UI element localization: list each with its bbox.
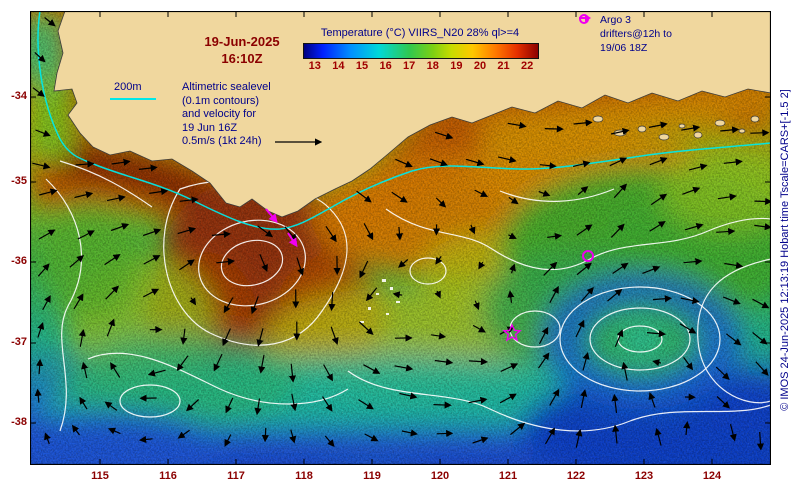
legend-line: 0.5m/s (1kt 24h)	[182, 135, 262, 147]
argo-legend-row: drifters@12h to	[578, 14, 728, 41]
depth-contour-label: 200m	[114, 81, 142, 93]
argo-count-label: Argo 3	[600, 14, 631, 26]
colorbar-tick-label: 20	[473, 60, 487, 72]
sst-map-canvas	[30, 11, 771, 465]
x-tick-label: 117	[227, 470, 245, 482]
drifter-track-arrow	[287, 232, 298, 248]
x-tick-label: 124	[702, 470, 722, 482]
x-tick-label: 122	[566, 470, 586, 482]
velocity-legend: Altimetric sealevel (0.1m contours) and …	[182, 81, 322, 149]
isobath-200m	[37, 11, 771, 230]
map-date: 19-Jun-2025	[204, 34, 280, 49]
colorbar-tick-label: 15	[355, 60, 369, 72]
map-title: 19-Jun-2025 16:10Z	[180, 33, 304, 67]
legend-line: 19 Jun 16Z	[182, 121, 238, 134]
legend-line: (0.1m contours)	[182, 94, 260, 107]
drifter-label: drifters@12h to	[600, 28, 672, 40]
cloud-gaps	[360, 279, 400, 323]
colorbar-tick-label: 14	[332, 60, 345, 72]
imos-credit-text: © IMOS 24-Jun-2025 12:13:19 Hobart time …	[779, 89, 791, 411]
argo-star-marker	[502, 323, 522, 342]
legend-line: Altimetric sealevel	[182, 81, 271, 93]
argo-drifter-markers	[265, 208, 594, 342]
land-mass	[53, 11, 771, 218]
colorbar-tick-label: 16	[379, 60, 392, 72]
y-tick-label: -36	[11, 255, 27, 267]
x-tick-label: 116	[159, 470, 177, 482]
drifter-track-arrow	[265, 208, 278, 224]
argo-legend: Argo 3 drifters@12h to 19/06 18Z	[578, 13, 728, 55]
argo-float-marker	[582, 250, 594, 262]
y-tick-label: -34	[11, 90, 27, 102]
colorbar-tick-label: 21	[497, 60, 510, 72]
velocity-vectors	[32, 17, 771, 451]
islands	[592, 115, 760, 141]
y-tick-label: -38	[11, 416, 27, 428]
axis-tick-marks	[30, 11, 771, 465]
x-tick-label: 119	[363, 470, 381, 482]
x-tick-label: 120	[430, 470, 450, 482]
colorbar-tick-labels: 13 14 15 16 17 18 19 20 21 22	[303, 60, 539, 72]
y-tick-label: -35	[11, 175, 27, 187]
x-tick-label: 123	[634, 470, 654, 482]
plot-border	[30, 11, 771, 465]
x-tick-label: 121	[498, 470, 518, 482]
colorbar-tick-label: 22	[521, 60, 534, 72]
argo-legend-row: 19/06 18Z	[578, 41, 728, 55]
temperature-colorbar	[303, 43, 539, 59]
x-tick-label: 115	[91, 470, 109, 482]
legend-line: and velocity for	[182, 108, 256, 120]
argo-legend-row: Argo 3	[578, 13, 728, 27]
colorbar-tick-label: 13	[308, 60, 321, 72]
y-tick-label: -37	[11, 336, 27, 348]
colorbar-title: Temperature (°C) VIIRS_N20 28% ql>=4	[320, 27, 520, 39]
colorbar-tick-label: 19	[450, 60, 463, 72]
map-time: 16:10Z	[221, 51, 263, 66]
colorbar-tick-label: 18	[426, 60, 439, 72]
x-tick-label: 118	[295, 470, 313, 482]
drifter-time-label: 19/06 18Z	[600, 42, 648, 54]
map-plot-area: 19-Jun-2025 16:10Z Temperature (°C) VIIR…	[30, 11, 771, 465]
colorbar-tick-label: 17	[403, 60, 416, 72]
